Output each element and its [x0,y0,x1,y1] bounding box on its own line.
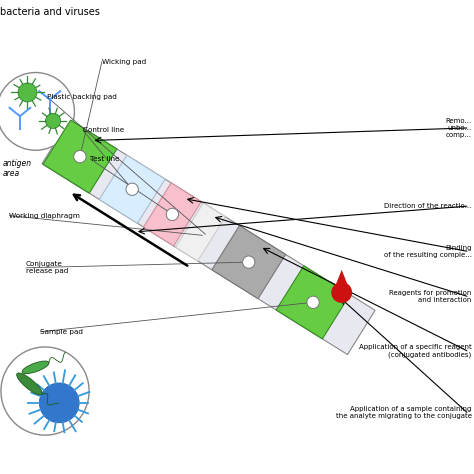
Polygon shape [212,226,286,299]
Polygon shape [42,119,375,355]
Text: Conjugate
release pad: Conjugate release pad [26,261,68,274]
Circle shape [74,150,86,163]
Polygon shape [276,266,350,339]
Text: Control line: Control line [83,128,124,133]
Text: Direction of the reactio...: Direction of the reactio... [384,203,472,209]
Polygon shape [176,203,226,261]
Text: Binding
of the resulting comple...: Binding of the resulting comple... [383,245,472,258]
Circle shape [18,83,37,102]
Text: Sample pad: Sample pad [40,329,83,335]
Circle shape [331,282,352,303]
Text: Application of a sample containing
the analyte migrating to the conjugate: Application of a sample containing the a… [336,406,472,419]
Circle shape [166,208,179,220]
Text: Wicking pad: Wicking pad [102,59,146,64]
Text: Remo...
unbo...
comp...: Remo... unbo... comp... [446,118,472,138]
Ellipse shape [22,361,49,374]
Text: antigen
area: antigen area [2,159,31,178]
Text: Reagents for promotion
and interaction: Reagents for promotion and interaction [389,290,472,303]
Circle shape [1,347,89,435]
Text: Test line: Test line [90,156,119,162]
Text: bacteria and viruses: bacteria and viruses [0,7,100,17]
Ellipse shape [17,373,42,395]
Circle shape [39,383,79,423]
Polygon shape [99,155,165,223]
Circle shape [307,296,319,309]
Text: Working diaphragm: Working diaphragm [9,213,81,219]
Circle shape [0,73,74,150]
Polygon shape [336,270,348,285]
Text: Plastic backing pad: Plastic backing pad [47,94,117,100]
Polygon shape [144,183,201,246]
Circle shape [243,256,255,268]
Polygon shape [43,120,117,193]
Circle shape [126,183,138,195]
Circle shape [46,113,61,128]
Text: Application of a specific reagent
(conjugated antibodies): Application of a specific reagent (conju… [359,344,472,357]
